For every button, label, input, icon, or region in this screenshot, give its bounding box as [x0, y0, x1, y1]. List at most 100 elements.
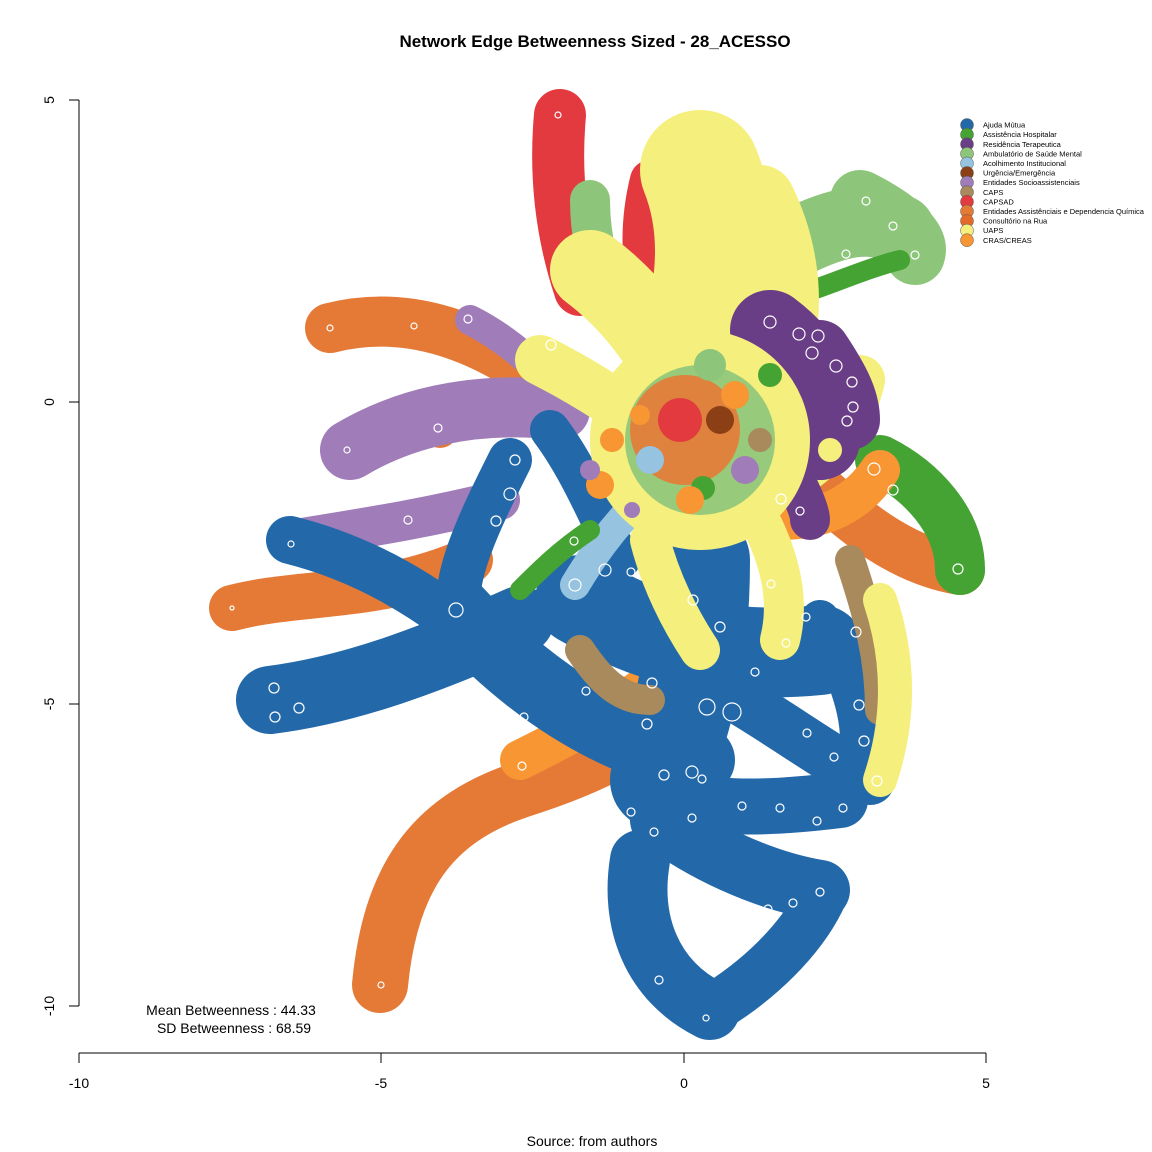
edge [320, 377, 590, 480]
node [812, 816, 822, 826]
node [841, 415, 853, 427]
node [702, 1014, 710, 1022]
node [519, 712, 529, 722]
y-tick-label: 5 [41, 96, 57, 104]
x-tick-label: 5 [982, 1075, 990, 1091]
legend-label: CAPSAD [983, 197, 1014, 206]
node [641, 718, 653, 730]
legend-label: Entidades Assistênciais e Dependencia Qu… [983, 207, 1145, 216]
node [658, 769, 670, 781]
node [775, 803, 785, 813]
legend-label: CRAS/CREAS [983, 236, 1032, 245]
node [433, 423, 443, 433]
node [636, 446, 664, 474]
node [721, 381, 749, 409]
node [410, 322, 418, 330]
node [343, 446, 351, 454]
edge [715, 675, 895, 805]
central-cluster [580, 330, 842, 550]
node [293, 702, 305, 714]
source-caption: Source: from authors [527, 1133, 658, 1149]
node [847, 401, 859, 413]
node [766, 579, 776, 589]
node [801, 612, 811, 622]
legend-label: Urgência/Emergência [983, 169, 1056, 178]
node [503, 487, 517, 501]
node [737, 801, 747, 811]
node [687, 594, 699, 606]
node [818, 438, 842, 462]
node [850, 626, 862, 638]
legend-label: CAPS [983, 188, 1003, 197]
plot-title: Network Edge Betweenness Sized - 28_ACES… [399, 32, 790, 51]
node [763, 904, 773, 914]
node [509, 454, 521, 466]
node [287, 540, 295, 548]
node [515, 540, 527, 552]
node [707, 903, 717, 913]
y-tick-label: -10 [41, 996, 57, 1016]
node [802, 728, 812, 738]
node [658, 398, 702, 442]
x-tick-label: -10 [69, 1075, 89, 1091]
legend-label: Acolhimento Institucional [983, 159, 1066, 168]
node [568, 578, 582, 592]
node [887, 484, 899, 496]
node [403, 515, 413, 525]
node [781, 638, 791, 648]
node [788, 898, 798, 908]
y-tick-label: -5 [41, 698, 57, 711]
node [763, 315, 777, 329]
node [698, 698, 716, 716]
node [838, 803, 848, 813]
node [581, 686, 591, 696]
node [888, 221, 898, 231]
node [811, 329, 825, 343]
edge [863, 583, 912, 797]
node [817, 695, 829, 707]
mean-betweenness: Mean Betweenness : 44.33 [146, 1002, 316, 1018]
node [829, 752, 839, 762]
edge [610, 510, 750, 830]
node [910, 250, 920, 260]
edge [630, 520, 720, 670]
node [626, 807, 636, 817]
node [600, 428, 624, 452]
node [630, 405, 650, 425]
node [463, 314, 473, 324]
legend-label: Residência Terapeutica [983, 140, 1062, 149]
x-tick-label: 0 [680, 1075, 688, 1091]
node [841, 249, 851, 259]
node [758, 363, 782, 387]
node [792, 327, 806, 341]
edge [740, 500, 804, 660]
node [871, 775, 883, 787]
node [377, 981, 385, 989]
node [853, 699, 865, 711]
node [731, 456, 759, 484]
edge [800, 600, 880, 760]
edge [209, 537, 493, 631]
node [750, 758, 768, 776]
legend-label: Ambulatório de Saúde Mental [983, 149, 1082, 158]
node [736, 905, 746, 915]
node [676, 486, 704, 514]
edge [790, 320, 880, 450]
edge [622, 762, 868, 835]
node [867, 462, 881, 476]
node [861, 196, 871, 206]
y-tick-label: 0 [41, 398, 57, 406]
node [269, 711, 281, 723]
node [685, 765, 699, 779]
node [326, 324, 334, 332]
legend-label: UAPS [983, 226, 1003, 235]
node [229, 605, 235, 611]
node [654, 975, 664, 985]
node [448, 602, 464, 618]
node [580, 460, 600, 480]
node [775, 493, 787, 505]
node [722, 702, 742, 722]
edge [640, 110, 775, 400]
node [694, 349, 726, 381]
